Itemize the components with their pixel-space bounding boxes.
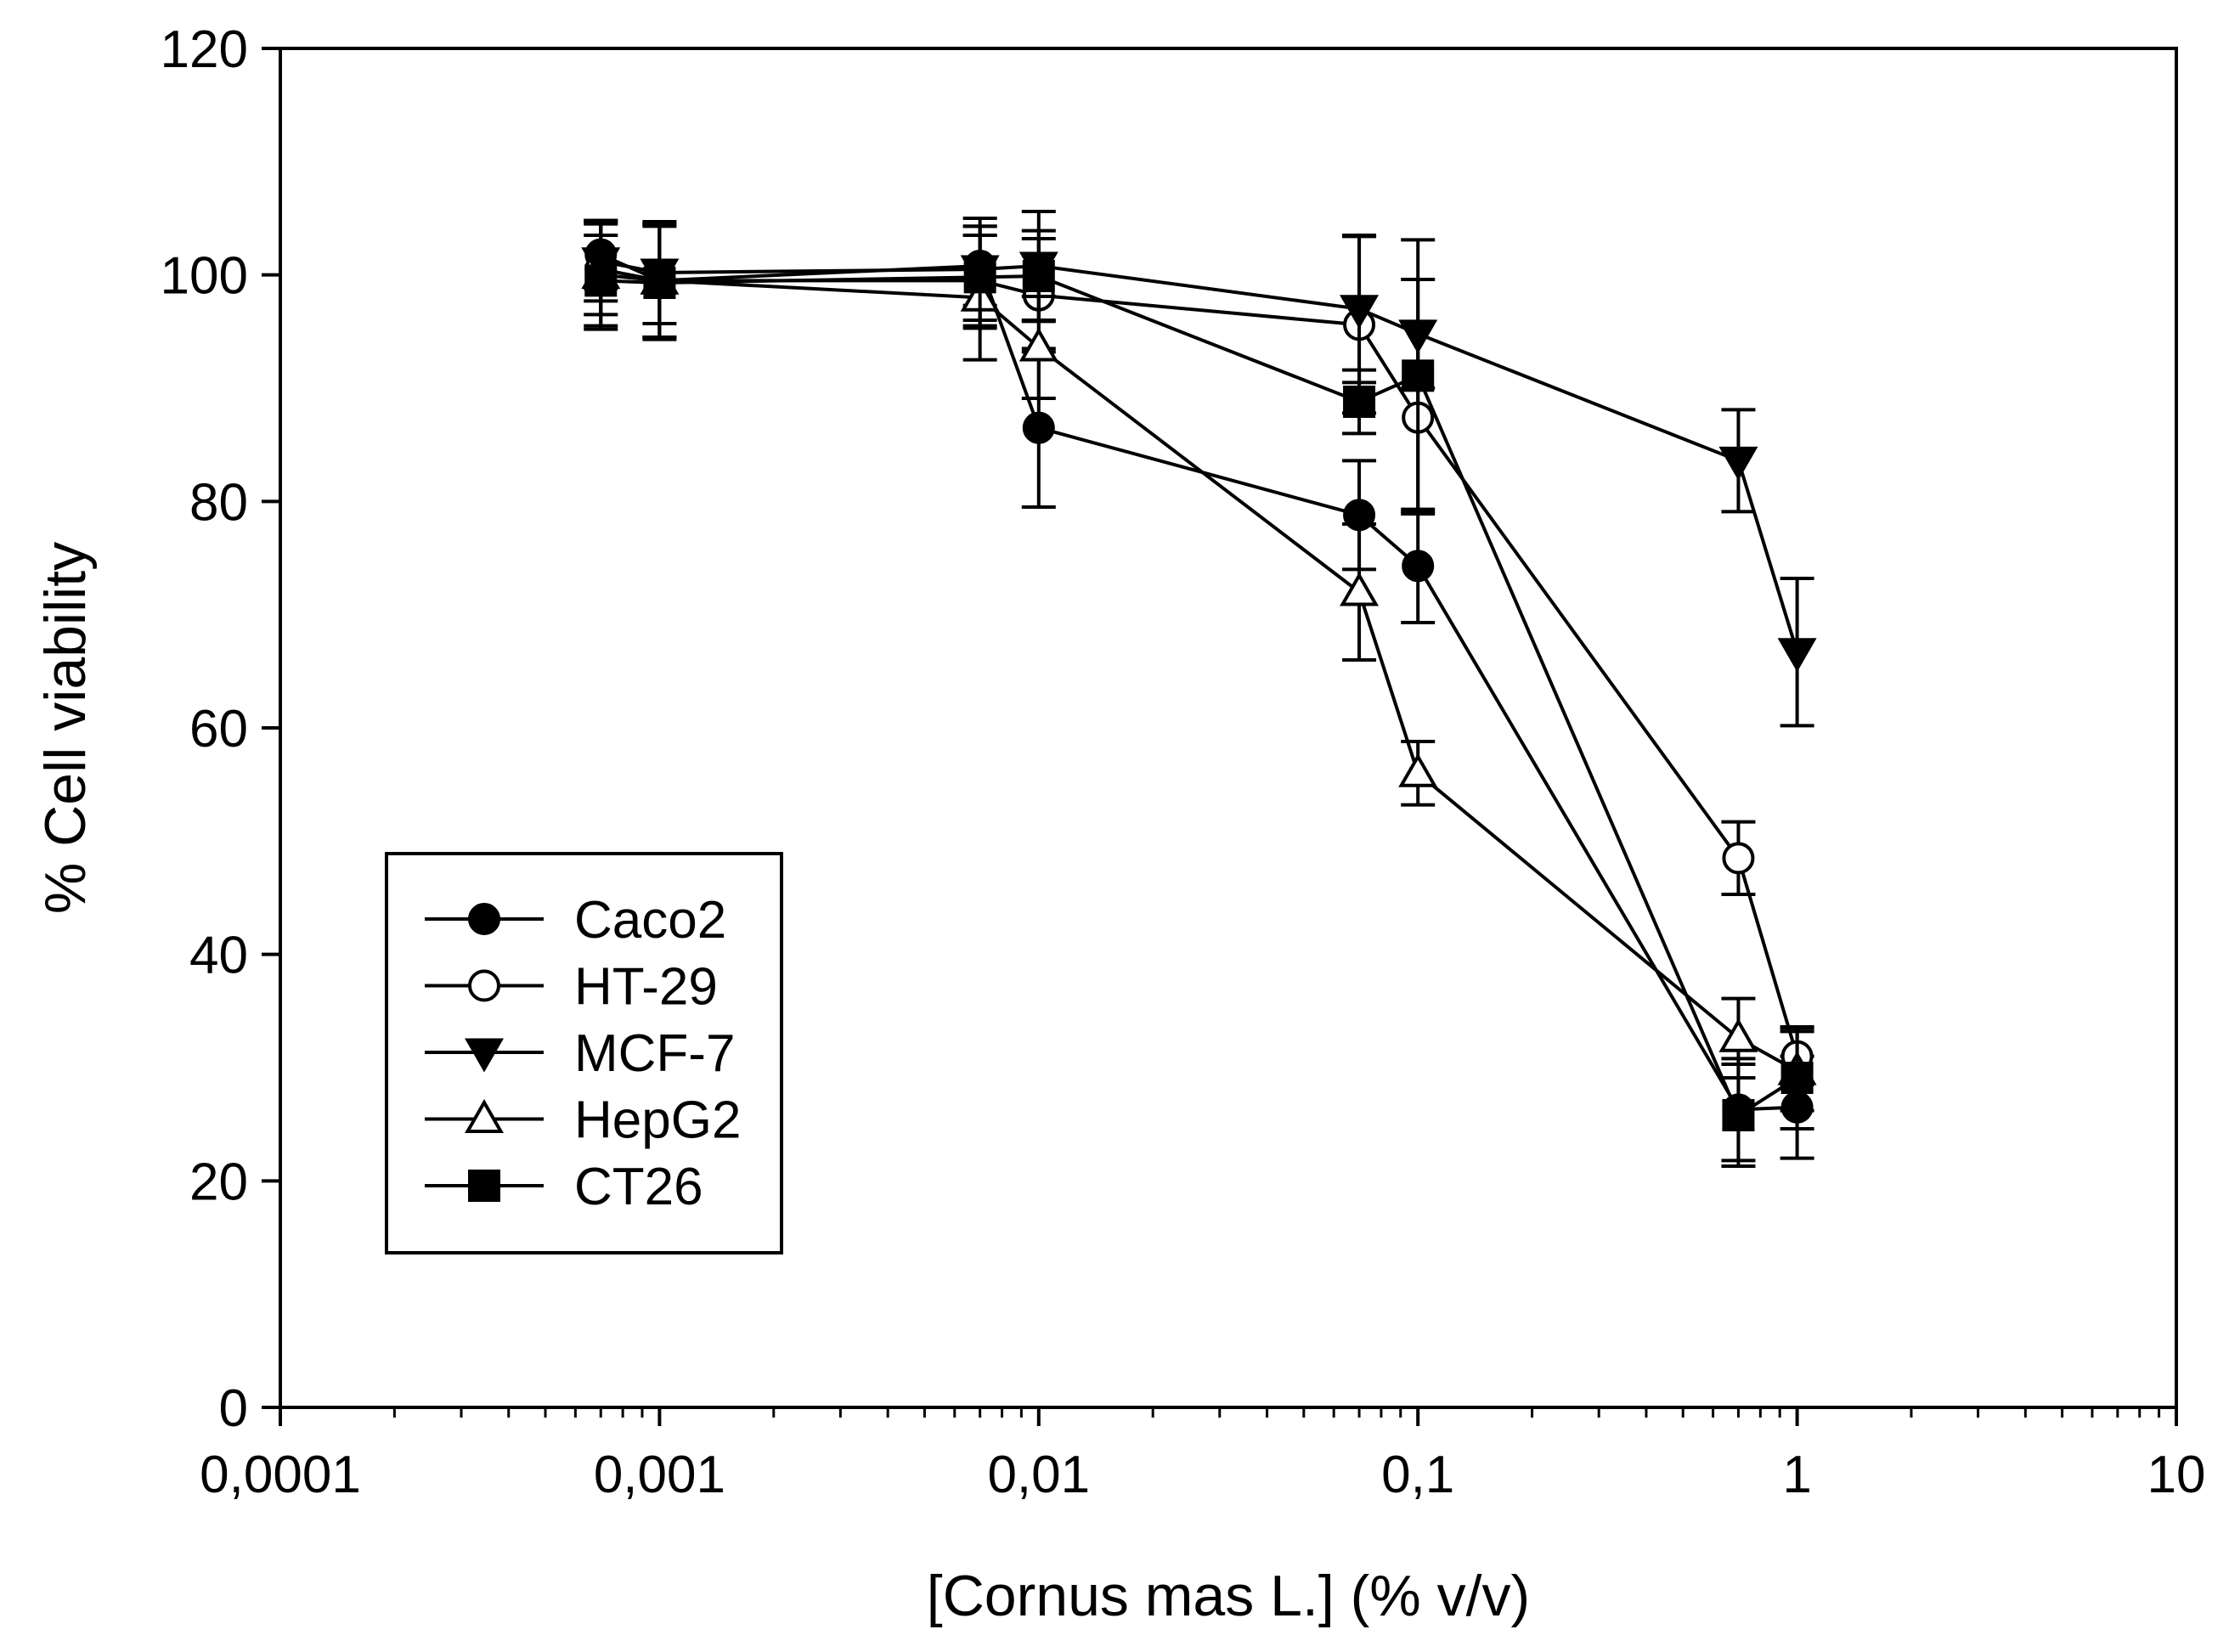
legend-label: HT-29 bbox=[574, 958, 718, 1017]
data-point-mcf-7 bbox=[1777, 638, 1817, 673]
y-tick-label: 80 bbox=[189, 473, 248, 532]
y-axis-label: % Cell viability bbox=[33, 542, 98, 914]
data-point-hepg2 bbox=[1019, 327, 1058, 362]
y-tick-label: 40 bbox=[189, 927, 248, 985]
x-tick-label: 0,1 bbox=[1381, 1446, 1454, 1504]
x-tick-label: 10 bbox=[2147, 1446, 2206, 1504]
x-tick-label: 0,001 bbox=[594, 1446, 725, 1504]
data-point-hepg2 bbox=[1718, 1018, 1758, 1052]
legend-marker-mcf-7 bbox=[464, 1038, 505, 1073]
series-line-mcf-7 bbox=[600, 259, 1799, 653]
y-tick-label: 0 bbox=[219, 1379, 248, 1438]
data-point-ct26 bbox=[643, 267, 676, 299]
series-ct26 bbox=[584, 224, 1814, 1168]
data-point-caco2 bbox=[1022, 411, 1055, 444]
y-tick-label: 20 bbox=[189, 1153, 248, 1211]
legend-item-caco2: Caco2 bbox=[425, 891, 726, 950]
y-tick-label: 100 bbox=[161, 247, 248, 306]
data-point-ct26 bbox=[1022, 260, 1055, 292]
legend-label: Caco2 bbox=[574, 891, 726, 950]
data-point-ct26 bbox=[1722, 1099, 1755, 1131]
series-line-ct26 bbox=[601, 273, 1798, 1118]
data-point-hepg2 bbox=[1340, 572, 1380, 606]
data-point-ct26 bbox=[584, 264, 618, 297]
legend-marker-caco2 bbox=[468, 903, 500, 935]
data-point-ht-29 bbox=[1722, 842, 1755, 875]
data-point-ct26 bbox=[963, 261, 996, 294]
x-tick-label: 0,0001 bbox=[200, 1446, 361, 1504]
x-tick-label: 1 bbox=[1782, 1446, 1811, 1504]
data-point-mcf-7 bbox=[1718, 446, 1758, 481]
legend-label: CT26 bbox=[574, 1158, 703, 1216]
legend-marker-hepg2 bbox=[464, 1098, 505, 1133]
legend-label: HepG2 bbox=[574, 1091, 741, 1150]
data-point-ct26 bbox=[1780, 1062, 1814, 1094]
x-tick-label: 0,01 bbox=[987, 1446, 1090, 1504]
data-point-ct26 bbox=[1343, 386, 1376, 418]
data-point-hepg2 bbox=[1398, 753, 1438, 787]
data-point-mcf-7 bbox=[1340, 295, 1380, 330]
data-point-caco2 bbox=[1402, 550, 1435, 583]
legend-item-ct26: CT26 bbox=[425, 1158, 703, 1216]
legend-item-hepg2: HepG2 bbox=[425, 1091, 741, 1150]
legend-item-ht-29: HT-29 bbox=[425, 958, 718, 1017]
legend-label: MCF-7 bbox=[574, 1024, 735, 1083]
legend-marker-ht-29 bbox=[468, 969, 500, 1002]
y-tick-label: 60 bbox=[189, 700, 248, 758]
legend-marker-ct26 bbox=[468, 1170, 500, 1202]
data-point-ct26 bbox=[1402, 359, 1435, 392]
legend: Caco2 HT-29 MCF-7 HepG2 CT26 bbox=[385, 852, 783, 1255]
y-tick-label: 120 bbox=[161, 20, 248, 79]
legend-item-mcf-7: MCF-7 bbox=[425, 1024, 735, 1083]
x-axis-label: [Cornus mas L.] (% v/v) bbox=[927, 1564, 1530, 1628]
